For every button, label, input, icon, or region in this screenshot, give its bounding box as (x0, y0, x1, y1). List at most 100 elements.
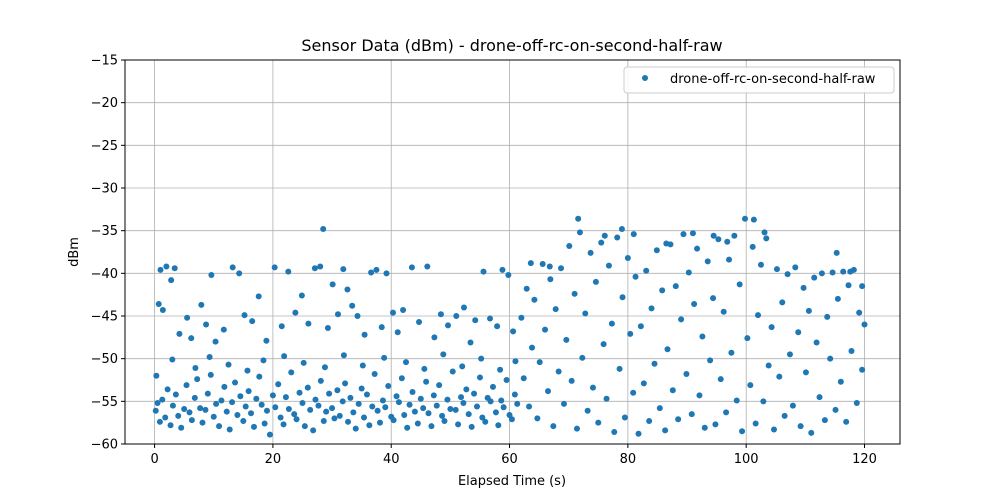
data-point (444, 396, 451, 403)
data-point (339, 398, 346, 405)
data-point (840, 268, 847, 275)
data-point (471, 390, 478, 397)
data-point (558, 265, 565, 272)
data-point (534, 415, 541, 422)
data-point (373, 266, 380, 273)
data-point (221, 383, 228, 390)
data-point (832, 406, 839, 413)
data-point (178, 424, 185, 431)
data-point (656, 405, 663, 412)
data-point (366, 422, 373, 429)
data-point (420, 405, 427, 412)
data-point (216, 423, 223, 430)
data-point (843, 418, 850, 425)
data-point (805, 307, 812, 314)
data-point (611, 429, 618, 436)
data-point (204, 390, 211, 397)
data-point (704, 258, 711, 265)
data-point (359, 362, 366, 369)
data-point (487, 398, 494, 405)
data-point (355, 400, 362, 407)
data-point (240, 417, 247, 424)
data-point (640, 380, 647, 387)
data-point (845, 282, 852, 289)
data-point (320, 417, 327, 424)
data-point (181, 406, 188, 413)
data-point (637, 323, 644, 330)
legend-marker (642, 75, 648, 81)
data-point (489, 383, 496, 390)
data-point (786, 351, 793, 358)
data-point (162, 414, 169, 421)
data-point (278, 323, 285, 330)
y-tick-label: −40 (91, 267, 118, 282)
data-point (689, 230, 696, 237)
data-point (691, 301, 698, 308)
data-point (630, 231, 637, 238)
data-point (383, 270, 390, 277)
data-point (678, 316, 685, 323)
data-point (784, 271, 791, 278)
data-point (731, 232, 738, 239)
data-point (453, 313, 460, 319)
data-point (523, 285, 530, 292)
data-point (598, 239, 605, 246)
data-point (848, 347, 855, 354)
data-point (573, 425, 580, 432)
data-point (368, 269, 375, 276)
data-point (401, 411, 408, 418)
data-point (632, 273, 639, 280)
data-point (164, 386, 171, 393)
data-point (531, 296, 538, 303)
legend-entry-label: drone-off-rc-on-second-half-raw (670, 72, 876, 87)
data-point (498, 397, 505, 404)
data-point (547, 276, 554, 283)
x-axis-label: Elapsed Time (s) (458, 474, 566, 489)
data-point (354, 313, 361, 319)
data-point (694, 245, 701, 252)
data-point (169, 356, 176, 363)
data-point (245, 388, 252, 395)
data-point (707, 357, 714, 364)
data-point (560, 400, 567, 407)
data-point (409, 388, 416, 395)
data-point (350, 409, 357, 416)
data-point (460, 304, 467, 311)
data-point (242, 403, 249, 410)
data-point (587, 249, 594, 256)
data-point (544, 388, 551, 395)
data-point (398, 375, 405, 382)
data-point (197, 405, 204, 412)
data-point (206, 353, 213, 360)
data-point (618, 225, 625, 232)
data-point (296, 389, 303, 396)
data-point (510, 328, 517, 335)
y-tick-label: −45 (91, 310, 118, 325)
data-point (829, 269, 836, 276)
data-point (226, 426, 233, 433)
data-point (600, 341, 607, 348)
data-point (431, 334, 438, 341)
data-point (390, 417, 397, 424)
data-point (159, 307, 166, 314)
data-point (293, 416, 300, 423)
data-points (152, 215, 868, 438)
data-point (518, 314, 525, 321)
data-point (183, 382, 190, 389)
data-point (802, 369, 809, 376)
data-point (263, 337, 270, 344)
data-point (808, 429, 815, 436)
data-point (223, 408, 230, 415)
data-point (275, 381, 282, 388)
y-tick-label: −55 (91, 395, 118, 410)
data-point (428, 423, 435, 430)
chart-title: Sensor Data (dBm) - drone-off-rc-on-seco… (301, 36, 722, 55)
data-point (285, 406, 292, 413)
data-point (755, 312, 762, 319)
data-point (291, 411, 298, 418)
data-point (479, 414, 486, 421)
data-point (363, 391, 370, 398)
data-point (736, 281, 743, 288)
data-point (404, 424, 411, 431)
y-tick-label: −25 (91, 139, 118, 154)
